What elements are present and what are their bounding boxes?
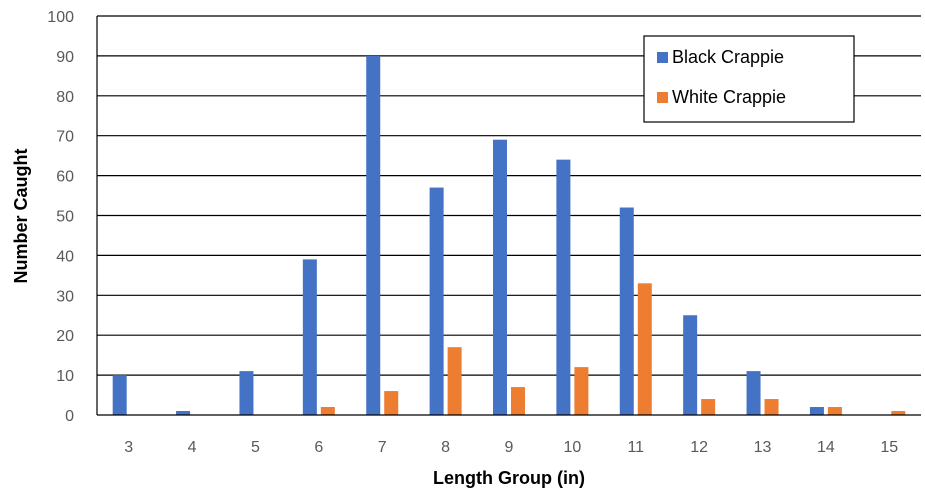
- bar-white-crappie: [447, 347, 462, 415]
- y-tick-label: 60: [56, 169, 74, 186]
- bar-white-crappie: [511, 387, 525, 415]
- bar-black-crappie: [746, 371, 761, 415]
- legend-label-black-crappie: Black Crappie: [672, 47, 784, 67]
- bar-white-crappie: [891, 411, 906, 415]
- bar-white-crappie: [574, 367, 589, 415]
- gridlines: [97, 15, 921, 376]
- bar-white-crappie: [320, 407, 335, 415]
- x-axis-title: Length Group (in): [433, 468, 585, 488]
- legend-label-white-crappie: White Crappie: [672, 87, 786, 107]
- bar-black-crappie: [176, 411, 191, 415]
- bar-black-crappie: [493, 139, 507, 415]
- legend: Black Crappie White Crappie: [643, 35, 855, 123]
- x-tick-label: 14: [817, 439, 835, 456]
- y-tick-label: 50: [56, 209, 74, 226]
- y-tick-label: 40: [56, 248, 74, 265]
- y-tick-label: 80: [56, 89, 74, 106]
- bar-black-crappie: [683, 315, 698, 415]
- bar-black-crappie: [556, 159, 571, 415]
- tick-labels: 0 10 20 30 40 50 60 70 80 90 100 3 4 5 6 7 8 9 10 11 12 13 14 1…: [47, 9, 898, 456]
- x-tick-label: 10: [563, 439, 581, 456]
- x-tick-label: 12: [690, 439, 708, 456]
- bar-white-crappie: [701, 399, 716, 415]
- bar-black-crappie: [366, 55, 381, 416]
- y-axis-title: Number Caught: [11, 148, 31, 283]
- y-tick-label: 70: [56, 129, 74, 146]
- x-tick-label: 15: [880, 439, 898, 456]
- y-tick-label: 30: [56, 288, 74, 305]
- x-tick-label: 13: [754, 439, 772, 456]
- bar-black-crappie: [112, 375, 127, 415]
- bar-black-crappie: [302, 259, 317, 415]
- legend-swatch-black-crappie: [657, 52, 668, 63]
- x-tick-label: 3: [124, 439, 133, 456]
- y-tick-label: 90: [56, 49, 74, 66]
- legend-swatch-white-crappie: [657, 92, 668, 103]
- bar-black-crappie: [809, 407, 824, 415]
- bar-white-crappie: [384, 391, 399, 415]
- y-tick-label: 10: [56, 368, 74, 385]
- axes: [96, 16, 921, 416]
- bar-black-crappie: [239, 371, 254, 415]
- y-tick-label: 0: [65, 408, 74, 425]
- x-tick-label: 5: [251, 439, 260, 456]
- legend-box: [643, 35, 855, 123]
- bar-white-crappie: [764, 399, 779, 415]
- bar-white-crappie: [827, 407, 842, 415]
- bar-black-crappie: [429, 187, 444, 415]
- bar-black-crappie: [619, 207, 634, 415]
- x-tick-label: 6: [314, 439, 323, 456]
- y-tick-label: 20: [56, 328, 74, 345]
- x-tick-label: 4: [188, 439, 197, 456]
- bar-white-crappie: [637, 283, 652, 415]
- y-tick-label: 100: [47, 9, 74, 26]
- x-tick-label: 11: [627, 439, 644, 456]
- x-tick-label: 8: [441, 439, 450, 456]
- x-tick-label: 9: [505, 439, 514, 456]
- bars: [112, 55, 906, 416]
- x-tick-label: 7: [378, 439, 387, 456]
